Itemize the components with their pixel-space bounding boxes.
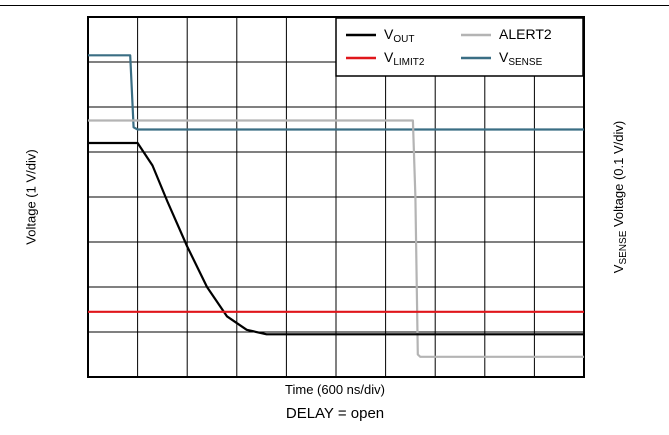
legend-box <box>335 17 584 77</box>
y-axis-label-right-sub: SENSE <box>618 230 629 265</box>
trace-vsense <box>88 54 584 131</box>
grid-lines <box>88 17 584 377</box>
y-axis-label-right-rest: Voltage (0.1 V/div) <box>611 120 626 231</box>
y-axis-label-left: Voltage (1 V/div) <box>23 149 39 245</box>
legend-label-sub: SENSE <box>508 57 542 68</box>
legend-label-main: ALERT2 <box>499 26 552 42</box>
legend-label: VOUT <box>384 26 414 45</box>
legend-label-main: V <box>384 49 394 65</box>
y-axis-label-right-main: V <box>611 264 626 274</box>
y-axis-label-right: VSENSE Voltage (0.1 V/div) <box>611 121 629 273</box>
trace-group <box>88 54 584 358</box>
trace-alert2 <box>88 119 584 358</box>
top-rule <box>0 5 669 6</box>
trace-vout <box>88 141 584 336</box>
legend-label-main: V <box>499 49 509 65</box>
legend-label: ALERT2 <box>499 26 552 42</box>
legend-label-main: V <box>384 26 394 42</box>
figure-caption: DELAY = open <box>285 405 385 422</box>
legend-label: VSENSE <box>499 49 543 68</box>
legend-label-sub: OUT <box>393 34 414 45</box>
x-axis-label: Time (600 ns/div) <box>285 382 385 397</box>
legend-label: VLIMIT2 <box>384 49 425 68</box>
legend-label-sub: LIMIT2 <box>393 57 425 68</box>
